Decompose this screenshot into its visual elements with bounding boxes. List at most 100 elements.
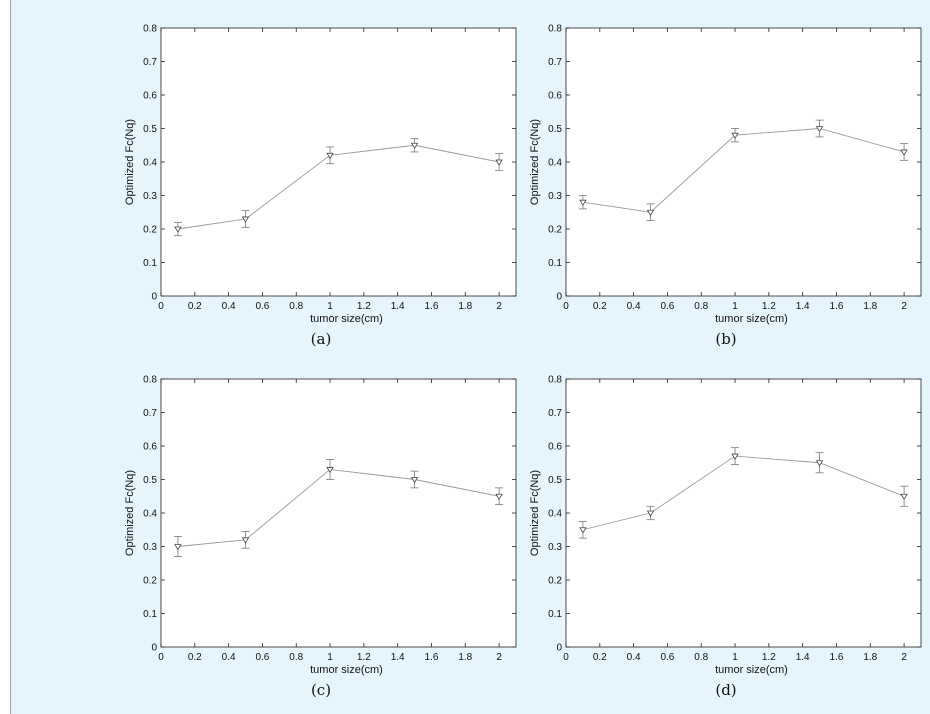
chart-panel-b: 0 0.1 0.2 0.3 0.4 0.5 0.6 0.7 0.8 0 0.2 0.4 0.6 0.8 1 1… (516, 18, 930, 348)
y-tick-label: 0.6 (548, 442, 562, 453)
y-tick-label: 0.5 (143, 475, 157, 486)
x-axis-label: tumor size(cm) (310, 313, 383, 325)
chart-b-svg: 0 0.1 0.2 0.3 0.4 0.5 0.6 0.7 0.8 0 0.2 0.4 0.6 0.8 1 1… (529, 24, 922, 325)
y-tick-label: 0 (556, 292, 562, 303)
data-point-marker (174, 226, 182, 233)
plot-area-b (565, 27, 922, 297)
x-tick-label: 1.8 (458, 652, 472, 663)
y-tick-label: 0.2 (143, 576, 157, 587)
x-tick-label: 1.4 (796, 652, 810, 663)
x-tick-label: 0.6 (660, 301, 674, 312)
x-tick-label: 0.2 (593, 301, 607, 312)
x-tick-label: 1 (732, 301, 738, 312)
data-point-marker (731, 132, 739, 139)
y-axis-label: Optimized Fc(Nq) (124, 470, 136, 556)
y-tick-label: 0.5 (143, 124, 157, 135)
x-tick-label: 2 (901, 301, 907, 312)
y-tick-label: 0.3 (143, 542, 157, 553)
x-tick-label: 1.4 (391, 301, 405, 312)
x-tick-label: 0 (563, 652, 569, 663)
data-point-marker (241, 537, 250, 544)
y-tick-label: 0.8 (143, 375, 157, 386)
panel-label-a: (a) (310, 330, 332, 348)
x-tick-label: 0.6 (660, 652, 674, 663)
data-point-marker (646, 209, 655, 217)
x-tick-label: 0.8 (694, 652, 708, 663)
y-tick-label: 0.4 (143, 509, 157, 520)
x-tick-label: 1.6 (425, 301, 439, 312)
data-point-marker (326, 467, 334, 474)
x-tick-label: 1 (732, 652, 738, 663)
y-tick-label: 0.4 (143, 158, 157, 169)
y-tick-label: 0.5 (548, 475, 562, 486)
x-tick-label: 2 (901, 652, 907, 663)
x-tick-label: 1.4 (391, 652, 405, 663)
y-tick-label: 0.2 (143, 225, 157, 236)
x-tick-label: 0 (563, 301, 569, 312)
y-tick-label: 0.1 (143, 258, 157, 269)
data-point-marker (174, 544, 182, 551)
y-axis-label: Optimized Fc(Nq) (124, 119, 136, 205)
y-tick-label: 0.1 (548, 258, 562, 269)
data-point-marker (900, 493, 908, 501)
y-tick-label: 0.1 (548, 609, 562, 620)
y-tick-label: 0.6 (143, 442, 157, 453)
x-tick-label: 0.4 (627, 301, 641, 312)
data-point-marker (815, 126, 824, 133)
x-tick-label: 1.6 (830, 301, 844, 312)
y-tick-label: 0.6 (143, 91, 157, 102)
data-point-marker (900, 149, 908, 156)
x-tick-label: 2 (496, 652, 502, 663)
data-point-marker (646, 510, 655, 517)
x-tick-label: 1.2 (357, 652, 371, 663)
plot-area-a (160, 27, 517, 297)
y-tick-label: 0.3 (548, 191, 562, 202)
data-point-marker (579, 199, 587, 206)
y-tick-label: 0.4 (548, 509, 562, 520)
x-axis-label: tumor size(cm) (715, 664, 788, 676)
x-tick-label: 0.6 (255, 301, 269, 312)
x-tick-label: 1.6 (425, 652, 439, 663)
y-tick-label: 0.7 (548, 408, 562, 419)
x-tick-label: 0.8 (289, 301, 303, 312)
x-tick-label: 0.4 (222, 301, 236, 312)
x-tick-label: 0.2 (188, 652, 202, 663)
x-axis-label: tumor size(cm) (715, 313, 788, 325)
x-tick-label: 1.2 (357, 301, 371, 312)
y-tick-label: 0.8 (143, 24, 157, 35)
y-tick-label: 0.4 (548, 158, 562, 169)
y-tick-label: 0.5 (548, 124, 562, 135)
y-tick-label: 0.7 (143, 57, 157, 68)
y-tick-label: 0.8 (548, 24, 562, 35)
chart-c-svg: 0 0.1 0.2 0.3 0.4 0.5 0.6 0.7 0.8 0 0.2 0.4 0.6 0.8 1 1… (124, 375, 517, 676)
panel-label-c: (c) (310, 681, 332, 699)
data-point-marker (241, 216, 250, 223)
x-tick-label: 0.2 (188, 301, 202, 312)
y-tick-label: 0.2 (548, 225, 562, 236)
y-axis-label: Optimized Fc(Nq) (529, 119, 541, 205)
x-axis-label: tumor size(cm) (310, 664, 383, 676)
y-tick-label: 0 (151, 643, 157, 654)
x-tick-label: 1 (327, 301, 333, 312)
data-point-marker (815, 460, 824, 467)
x-tick-label: 0.2 (593, 652, 607, 663)
y-tick-label: 0.7 (548, 57, 562, 68)
y-tick-label: 0.7 (143, 408, 157, 419)
chart-panel-d: 0 0.1 0.2 0.3 0.4 0.5 0.6 0.7 0.8 0 0.2 0.4 0.6 0.8 1 1… (516, 369, 930, 699)
data-point-marker (410, 142, 419, 150)
y-tick-label: 0.3 (143, 191, 157, 202)
x-tick-label: 1.2 (762, 652, 776, 663)
chart-a-svg: 0 0.1 0.2 0.3 0.4 0.5 0.6 0.7 0.8 0 0.2 0.4 0.6 0.8 1 1… (124, 24, 517, 325)
y-tick-label: 0.1 (143, 609, 157, 620)
x-tick-label: 1.8 (458, 301, 472, 312)
data-point-marker (326, 152, 334, 160)
panel-label-b: (b) (715, 330, 737, 348)
y-axis-label: Optimized Fc(Nq) (529, 470, 541, 556)
x-tick-label: 1.6 (830, 652, 844, 663)
y-tick-label: 0.3 (548, 542, 562, 553)
x-tick-label: 2 (496, 301, 502, 312)
x-tick-label: 0.4 (222, 652, 236, 663)
x-tick-label: 1.2 (762, 301, 776, 312)
x-tick-label: 1.4 (796, 301, 810, 312)
y-tick-label: 0.6 (548, 91, 562, 102)
